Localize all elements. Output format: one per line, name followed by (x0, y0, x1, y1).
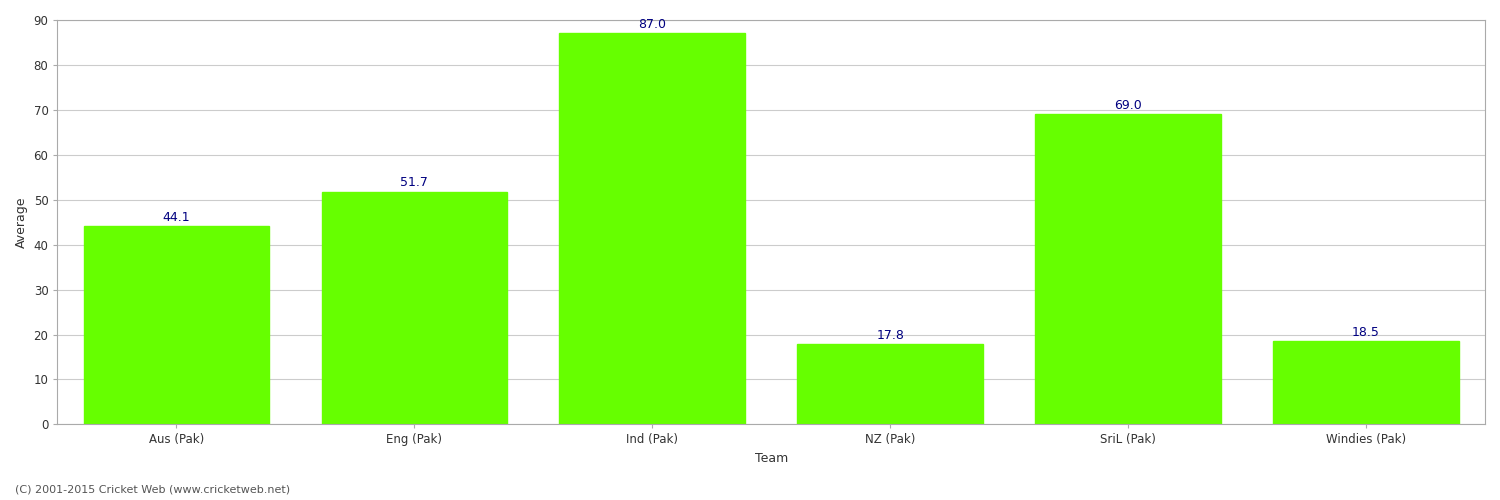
Text: 44.1: 44.1 (162, 210, 190, 224)
Text: 87.0: 87.0 (639, 18, 666, 31)
X-axis label: Team: Team (754, 452, 788, 465)
Text: 18.5: 18.5 (1352, 326, 1380, 338)
Text: 69.0: 69.0 (1114, 98, 1142, 112)
Bar (798, 344, 982, 424)
Bar (560, 34, 746, 424)
Bar (1274, 342, 1460, 424)
Text: 51.7: 51.7 (400, 176, 429, 190)
Bar (1035, 114, 1221, 424)
Text: (C) 2001-2015 Cricket Web (www.cricketweb.net): (C) 2001-2015 Cricket Web (www.cricketwe… (15, 485, 290, 495)
Text: 17.8: 17.8 (876, 328, 904, 342)
Bar (84, 226, 268, 424)
Bar (321, 192, 507, 424)
Y-axis label: Average: Average (15, 196, 28, 248)
